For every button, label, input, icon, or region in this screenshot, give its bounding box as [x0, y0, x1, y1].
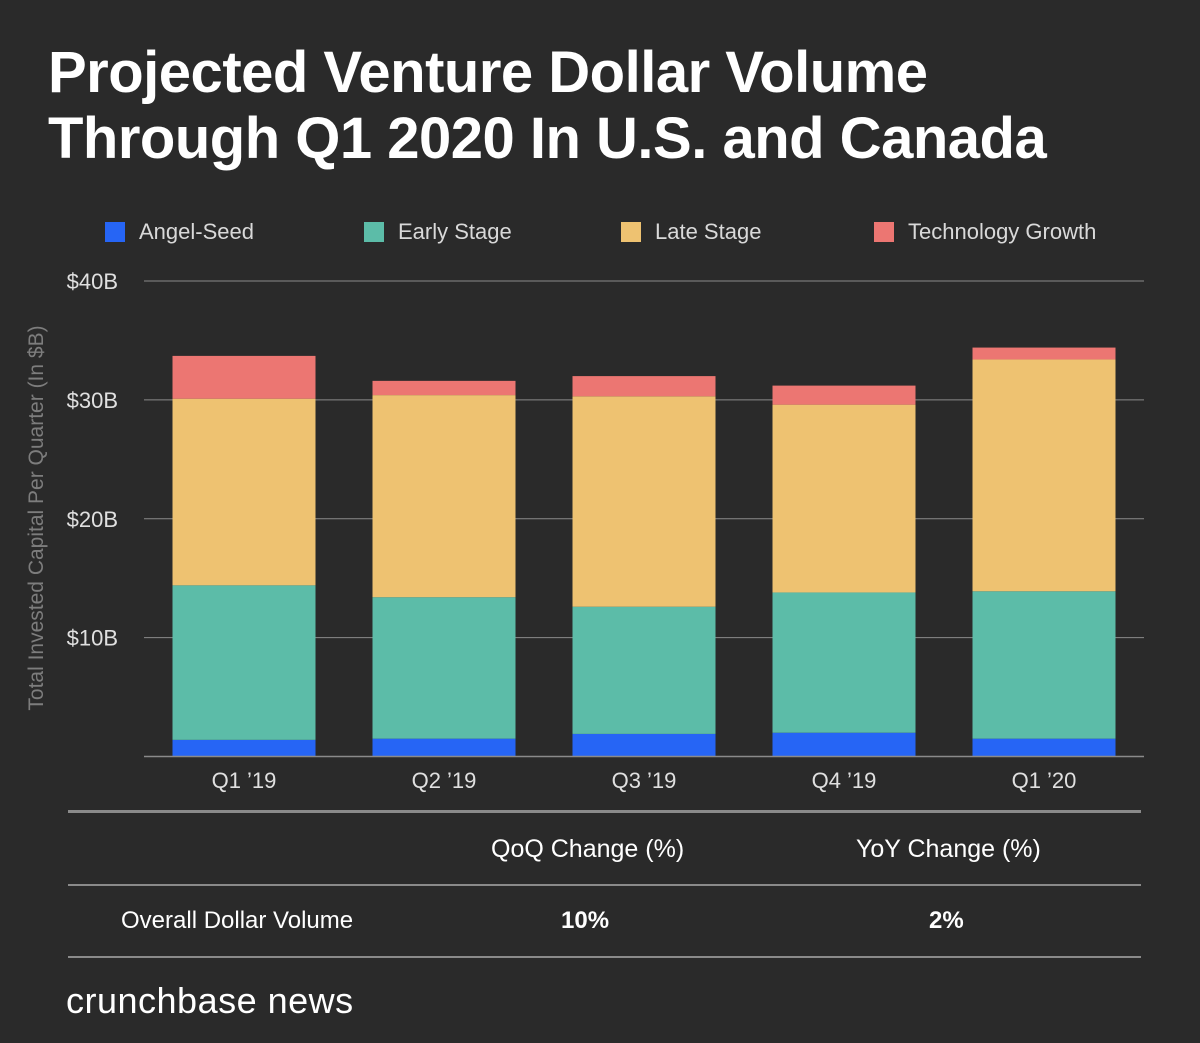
bar-segment-late-stage	[772, 404, 916, 593]
legend-label-technology-growth: Technology Growth	[908, 219, 1097, 244]
legend-item-technology-growth: Technology Growth	[874, 218, 1096, 246]
bar-segment-early-stage	[172, 585, 316, 740]
bar-stack	[572, 376, 716, 757]
bar-segment-angel-seed	[772, 732, 916, 757]
x-tick-label: Q1 ’20	[1012, 768, 1077, 793]
bar-segment-late-stage	[572, 396, 716, 607]
bar-segment-late-stage	[172, 398, 316, 586]
table-header-yoy: YoY Change (%)	[856, 835, 1041, 863]
bar-segment-late-stage	[372, 395, 516, 598]
stacked-bar-chart: $10B $20B $30B $40B Total Invested Capital …	[25, 269, 1144, 793]
bar-segment-angel-seed	[572, 733, 716, 757]
x-tick-label: Q2 ’19	[412, 768, 477, 793]
chart-title-line-2: Through Q1 2020 In U.S. and Canada	[48, 106, 1047, 171]
x-tick-label: Q4 ’19	[812, 768, 877, 793]
legend-label-early-stage: Early Stage	[398, 219, 512, 244]
y-tick-label: $30B	[67, 388, 118, 413]
bar-segment-angel-seed	[372, 738, 516, 757]
y-tick-label: $40B	[67, 269, 118, 294]
legend-item-late-stage: Late Stage	[621, 218, 761, 246]
x-tick-label: Q1 ’19	[212, 768, 277, 793]
bar-segment-technology-growth	[772, 385, 916, 405]
x-tick-label: Q3 ’19	[612, 768, 677, 793]
legend-label-angel-seed: Angel-Seed	[139, 219, 254, 244]
chart-title: Projected Venture Dollar Volume Through …	[48, 40, 1047, 172]
bar-segment-technology-growth	[972, 347, 1116, 360]
legend-swatch-technology-growth	[874, 222, 894, 242]
y-axis-label: Total Invested Capital Per Quarter (In $…	[25, 325, 48, 710]
bar-segment-technology-growth	[172, 355, 316, 399]
bar-stack	[972, 347, 1116, 757]
bar-segment-early-stage	[972, 591, 1116, 739]
table-cell-qoq: 10%	[561, 907, 610, 934]
bar-segment-early-stage	[572, 606, 716, 734]
bar-segment-angel-seed	[172, 739, 316, 757]
bar-segment-late-stage	[972, 359, 1116, 592]
table-top-rule	[68, 810, 1141, 813]
bar-segment-angel-seed	[972, 738, 1116, 757]
y-tick-label: $20B	[67, 507, 118, 532]
legend-item-angel-seed: Angel-Seed	[105, 218, 254, 246]
bar-stack	[772, 385, 916, 757]
y-axis-ticks: $10B $20B $30B $40B	[67, 269, 118, 651]
table-row-label: Overall Dollar Volume	[121, 907, 354, 934]
table-bottom-rule	[68, 956, 1141, 958]
y-tick-label: $10B	[67, 626, 118, 651]
legend-swatch-angel-seed	[105, 222, 125, 242]
x-axis-ticks: Q1 ’19 Q2 ’19 Q3 ’19 Q4 ’19 Q1 ’20	[212, 768, 1077, 793]
bar-segment-early-stage	[772, 592, 916, 733]
bar-segment-technology-growth	[372, 380, 516, 396]
legend-item-early-stage: Early Stage	[364, 218, 512, 246]
bars	[172, 347, 1116, 757]
bar-segment-technology-growth	[572, 376, 716, 397]
brand-logo: crunchbase news	[66, 980, 354, 1021]
chart-legend: Angel-Seed Early Stage Late Stage Techno…	[0, 218, 1200, 246]
table-header-rule	[68, 884, 1141, 886]
bar-stack	[172, 355, 316, 757]
bar-segment-early-stage	[372, 597, 516, 739]
table-header-qoq: QoQ Change (%)	[491, 835, 685, 863]
chart-title-line-1: Projected Venture Dollar Volume	[48, 40, 928, 105]
bar-stack	[372, 380, 516, 757]
legend-label-late-stage: Late Stage	[655, 219, 762, 244]
legend-swatch-late-stage	[621, 222, 641, 242]
table-cell-yoy: 2%	[929, 907, 964, 934]
legend-swatch-early-stage	[364, 222, 384, 242]
